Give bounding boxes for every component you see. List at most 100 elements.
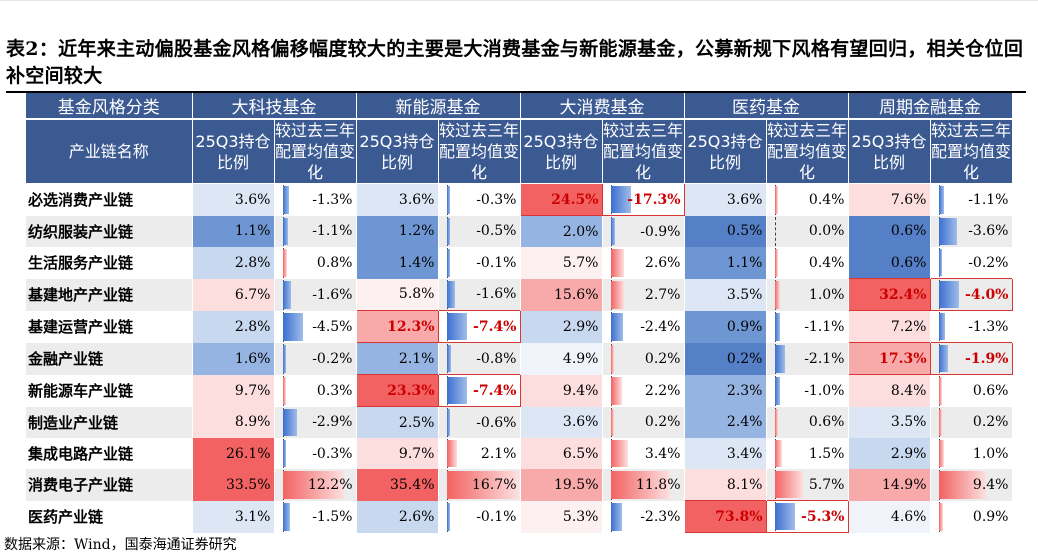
hold-ratio-cell: 5.8% [356,278,439,311]
change-value: -0.1% [476,508,517,525]
negative-change-bar [610,502,622,531]
change-value: 1.0% [972,445,1009,462]
change-cell: -1.6% [274,278,357,311]
hold-ratio-cell: 73.8% [683,500,767,533]
hold-ratio-cell: 3.5% [684,278,767,311]
positive-change-bar [774,440,782,467]
hold-ratio-value: 7.2% [890,318,927,335]
change-cell: -1.3% [930,310,1013,343]
change-value: -3.6% [968,223,1009,240]
table-row: 集成电路产业链 26.1% -0.3% 9.7% 2.1% 6.5% 3.4% 3.4% 1.5… [26,438,1013,469]
group-header-tech: 大科技基金 [192,93,357,120]
change-value: 11.8% [636,476,681,493]
positive-change-bar [774,186,778,214]
hold-ratio-value: 73.8% [715,508,763,525]
change-cell: -1.9% [929,342,1013,375]
industry-chain-name: 纺织服装产业链 [26,215,193,247]
table-title: 表2：近年来主动偏股基金风格偏移幅度较大的主要是大消费基金与新能源基金，公募新规… [6,38,1024,87]
hold-ratio-cell: 24.5% [519,183,603,216]
group-header-new-energy: 新能源基金 [356,93,521,120]
table-row: 消费电子产业链 33.5% 12.2% 35.4% 16.7% 19.5% 11.8% 8.1… [26,469,1013,501]
positive-change-bar [774,471,803,498]
change-cell: -0.6% [438,406,521,438]
change-value: 16.7% [472,476,517,493]
change-value: 2.7% [644,286,681,303]
table-row: 必选消费产业链 3.6% -1.3% 3.6% -0.3% 24.5% -17.3% 3.6%… [26,183,1013,216]
change-cell: -0.2% [930,247,1013,279]
change-cell: -0.3% [438,183,521,216]
table-row: 基建地产产业链 6.7% -1.6% 5.8% -1.6% 15.6% 2.7% 3.5% 1.… [26,278,1013,311]
change-cell: -2.3% [602,500,685,533]
positive-change-bar [610,249,624,277]
negative-change-bar [610,312,623,341]
negative-change-bar [446,249,450,277]
change-cell: -0.1% [438,500,521,533]
change-cell: -2.1% [766,342,849,375]
hold-ratio-cell: 19.5% [520,469,603,501]
change-value: 1.0% [808,286,845,303]
change-value: -0.3% [476,191,517,208]
hold-ratio-cell: 15.6% [520,278,603,311]
hold-ratio-cell: 1.1% [684,247,767,279]
change-value: 0.6% [808,414,845,431]
hold-ratio-value: 2.3% [726,382,763,399]
change-value: 0.2% [972,414,1009,431]
negative-change-bar [282,502,290,531]
change-value: -0.1% [476,254,517,271]
positive-change-bar [610,408,614,436]
change-cell: 0.4% [766,247,849,279]
industry-chain-name: 金融产业链 [26,342,193,375]
change-value: -1.3% [968,318,1009,335]
change-cell: -1.5% [274,500,357,533]
change-header: 较过去三年配置均值变化 [274,119,357,184]
change-cell: 1.0% [930,438,1013,469]
change-value: 12.2% [308,476,353,493]
change-cell: -4.5% [274,310,357,343]
change-value: 0.4% [808,254,845,271]
change-value: 9.4% [972,476,1009,493]
hold-ratio-cell: 9.4% [520,374,603,407]
hold-ratio-cell: 2.9% [848,438,931,469]
industry-chain-name: 生活服务产业链 [26,247,193,279]
change-value: -0.2% [312,350,353,367]
hold-ratio-value: 6.5% [562,445,599,462]
hold-ratio-cell: 2.6% [356,500,439,533]
negative-change-bar [610,186,631,213]
positive-change-bar [282,249,287,277]
change-cell: 2.2% [602,374,685,407]
change-cell: 0.6% [766,406,849,438]
change-value: -1.6% [476,286,517,303]
hold-ratio-cell: 3.6% [356,183,439,216]
positive-change-bar [282,376,286,405]
change-value: -2.4% [640,318,681,335]
hold-ratio-cell: 1.1% [192,215,275,247]
change-value: -4.0% [965,286,1009,303]
hold-ratio-cell: 9.7% [356,438,439,469]
negative-change-bar [938,345,948,372]
change-header: 较过去三年配置均值变化 [930,119,1013,184]
change-value: -1.1% [804,318,845,335]
change-header: 较过去三年配置均值变化 [438,119,521,184]
industry-chain-name: 消费电子产业链 [26,469,193,501]
change-cell: 0.2% [602,406,685,438]
change-cell: 1.0% [766,278,849,311]
change-value: -0.2% [968,254,1009,271]
hold-ratio-value: 2.0% [562,223,599,240]
change-value: -1.1% [312,223,353,240]
change-header: 较过去三年配置均值变化 [602,119,685,184]
change-value: -1.0% [804,382,845,399]
hold-ratio-value: 0.2% [726,350,763,367]
change-cell: -5.3% [765,500,849,533]
hold-ratio-cell: 23.3% [355,374,439,407]
negative-change-bar [446,313,467,340]
hold-ratio-value: 6.7% [234,286,271,303]
hold-ratio-header: 25Q3持仓比例 [520,119,603,184]
hold-ratio-value: 9.7% [398,445,435,462]
hold-ratio-value: 2.8% [234,318,271,335]
hold-ratio-value: 1.1% [234,223,271,240]
change-value: -1.6% [312,286,353,303]
change-cell: 2.6% [602,247,685,279]
change-value: -7.4% [473,318,517,335]
hold-ratio-value: 5.3% [562,508,599,525]
hold-ratio-cell: 3.4% [684,438,767,469]
